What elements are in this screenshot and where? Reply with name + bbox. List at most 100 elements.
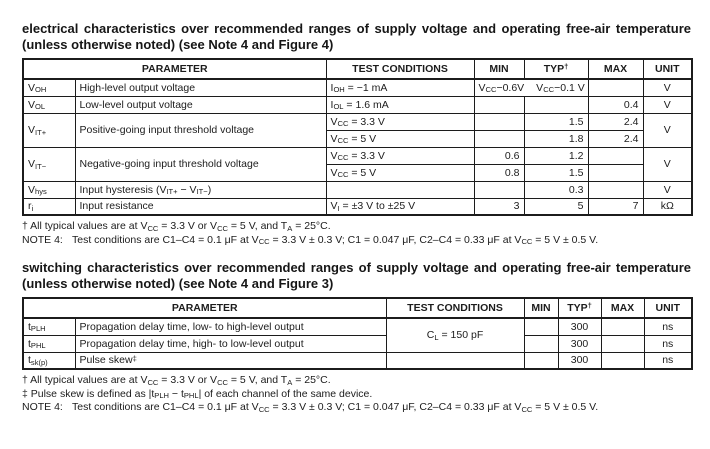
vol-unit: V [642,95,693,114]
elec-header-unit: UNIT [642,58,693,80]
sw-header-min: MIN [523,297,559,319]
ri-typ: 5 [523,197,589,216]
switching-section-title: switching characteristics over recommend… [22,260,691,291]
vitm-typ-1: 1.2 [523,146,589,165]
ri-name: Input resistance [74,197,327,216]
vol-name: Low-level output voltage [74,95,327,114]
sw-header-parameter: PARAMETER [22,297,387,319]
sw-header-unit: UNIT [643,297,693,319]
elec-header-test-conditions: TEST CONDITIONS [325,58,475,80]
tskp-min [523,351,559,370]
vitm-typ-2: 1.5 [523,163,589,182]
voh-test: IOH = −1 mA [325,78,475,97]
shared-test-condition: CL = 150 pF [385,317,525,353]
voh-min-typ: VCC−0.6V VCC−0.1 V [473,78,589,97]
vitm-max-1 [587,146,644,165]
ri-unit: kΩ [642,197,693,216]
ri-test: VI = ±3 V to ±25 V [325,197,475,216]
tplh-max [600,317,645,336]
tphl-max [600,334,645,353]
note4-text: Test conditions are C1–C4 = 0.1 μF at VC… [72,233,599,247]
tphl-typ: 300 [557,334,602,353]
footnote-double-dagger: ‡ Pulse skew is defined as |tPLH − tPHL|… [22,387,373,401]
tskp-unit: ns [643,351,693,370]
table-row-vhys: Vhys Input hysteresis (VIT+ − VIT−) 0.3 … [22,180,693,199]
voh-name: High-level output voltage [74,78,327,97]
table-row-vitm-1: VIT− Negative-going input threshold volt… [22,146,693,182]
vhys-min [473,180,525,199]
tphl-unit: ns [643,334,693,353]
table-row-tskp: tsk(p) Pulse skew‡ 300 ns [22,351,693,370]
tplh-unit: ns [643,317,693,336]
vol-test: IOL = 1.6 mA [325,95,475,114]
tskp-name: Pulse skew‡ [74,351,387,370]
tskp-symbol: tsk(p) [22,351,76,370]
elec-header-min: MIN [473,58,525,80]
elec-header-typ: TYP† [523,58,589,80]
elec-header-row: PARAMETER TEST CONDITIONS MIN TYP† MAX U… [22,58,693,80]
vitm-unit: V [642,146,693,182]
switching-footnotes: † All typical values are at VCC = 3.3 V … [22,374,691,415]
vol-max: 0.4 [587,95,644,114]
tskp-typ: 300 [557,351,602,370]
vhys-typ: 0.3 [523,180,589,199]
tskp-test [385,351,525,370]
electrical-characteristics-table: PARAMETER TEST CONDITIONS MIN TYP† MAX U… [22,58,694,216]
electrical-footnotes: † All typical values are at VCC = 3.3 V … [22,220,691,247]
tplh-symbol: tPLH [22,317,76,336]
vitm-min-1: 0.6 [473,146,525,165]
footnote-note4: NOTE 4: Test conditions are C1–C4 = 0.1 … [22,234,691,248]
vitm-name: Negative-going input threshold voltage [74,146,327,182]
vitp-typ-2: 1.8 [523,129,589,148]
vitp-min-1 [473,112,525,131]
voh-symbol: VOH [22,78,76,97]
table-row-ri: ri Input resistance VI = ±3 V to ±25 V 3… [22,197,693,216]
ri-max: 7 [587,197,644,216]
tplh-typ: 300 [557,317,602,336]
vitp-unit: V [642,112,693,148]
vitp-min-2 [473,129,525,148]
note4-label-2: NOTE 4: [22,401,63,413]
vitm-test-1: VCC = 3.3 V [325,146,475,165]
table-row-voh: VOH High-level output voltage IOH = −1 m… [22,78,693,97]
tskp-max [600,351,645,370]
voh-unit: V [642,78,693,97]
switching-characteristics-table: PARAMETER TEST CONDITIONS MIN TYP† MAX U… [22,297,694,370]
vhys-max [587,180,644,199]
vhys-symbol: Vhys [22,180,76,199]
tphl-symbol: tPHL [22,334,76,353]
ri-min: 3 [473,197,525,216]
footnote-dagger: † All typical values are at VCC = 3.3 V … [22,220,331,233]
vol-symbol: VOL [22,95,76,114]
footnote-dagger-2: † All typical values are at VCC = 3.3 V … [22,374,331,387]
vhys-name: Input hysteresis (VIT+ − VIT−) [74,180,327,199]
footnote-note4-2: NOTE 4: Test conditions are C1–C4 = 0.1 … [22,401,691,415]
sw-header-max: MAX [600,297,645,319]
table-row-tphl: tPHL Propagation delay time, high- to lo… [22,334,693,353]
tphl-name: Propagation delay time, high- to low-lev… [74,334,387,353]
tphl-min [523,334,559,353]
tplh-name: Propagation delay time, low- to high-lev… [74,317,387,336]
table-row-tplh: tPLH Propagation delay time, low- to hig… [22,317,693,353]
vitp-name: Positive-going input threshold voltage [74,112,327,148]
vitm-test-2: VCC = 5 V [325,163,475,182]
sw-header-row: PARAMETER TEST CONDITIONS MIN TYP† MAX U… [22,297,693,319]
vitp-max-1: 2.4 [587,112,644,131]
elec-header-parameter: PARAMETER [22,58,327,80]
vitm-max-2 [587,163,644,182]
vhys-test [325,180,475,199]
vitm-symbol: VIT− [22,146,76,182]
tplh-min [523,317,559,336]
table-row-vitp-1: VIT+ Positive-going input threshold volt… [22,112,693,148]
vhys-unit: V [642,180,693,199]
vitp-typ-1: 1.5 [523,112,589,131]
elec-header-max: MAX [587,58,644,80]
ri-symbol: ri [22,197,76,216]
sw-header-test-conditions: TEST CONDITIONS [385,297,525,319]
note4-text-2: Test conditions are C1–C4 = 0.1 μF at VC… [72,401,599,414]
sw-header-typ: TYP† [557,297,602,319]
vitp-test-1: VCC = 3.3 V [325,112,475,131]
vitp-symbol: VIT+ [22,112,76,148]
vol-typ [523,95,589,114]
